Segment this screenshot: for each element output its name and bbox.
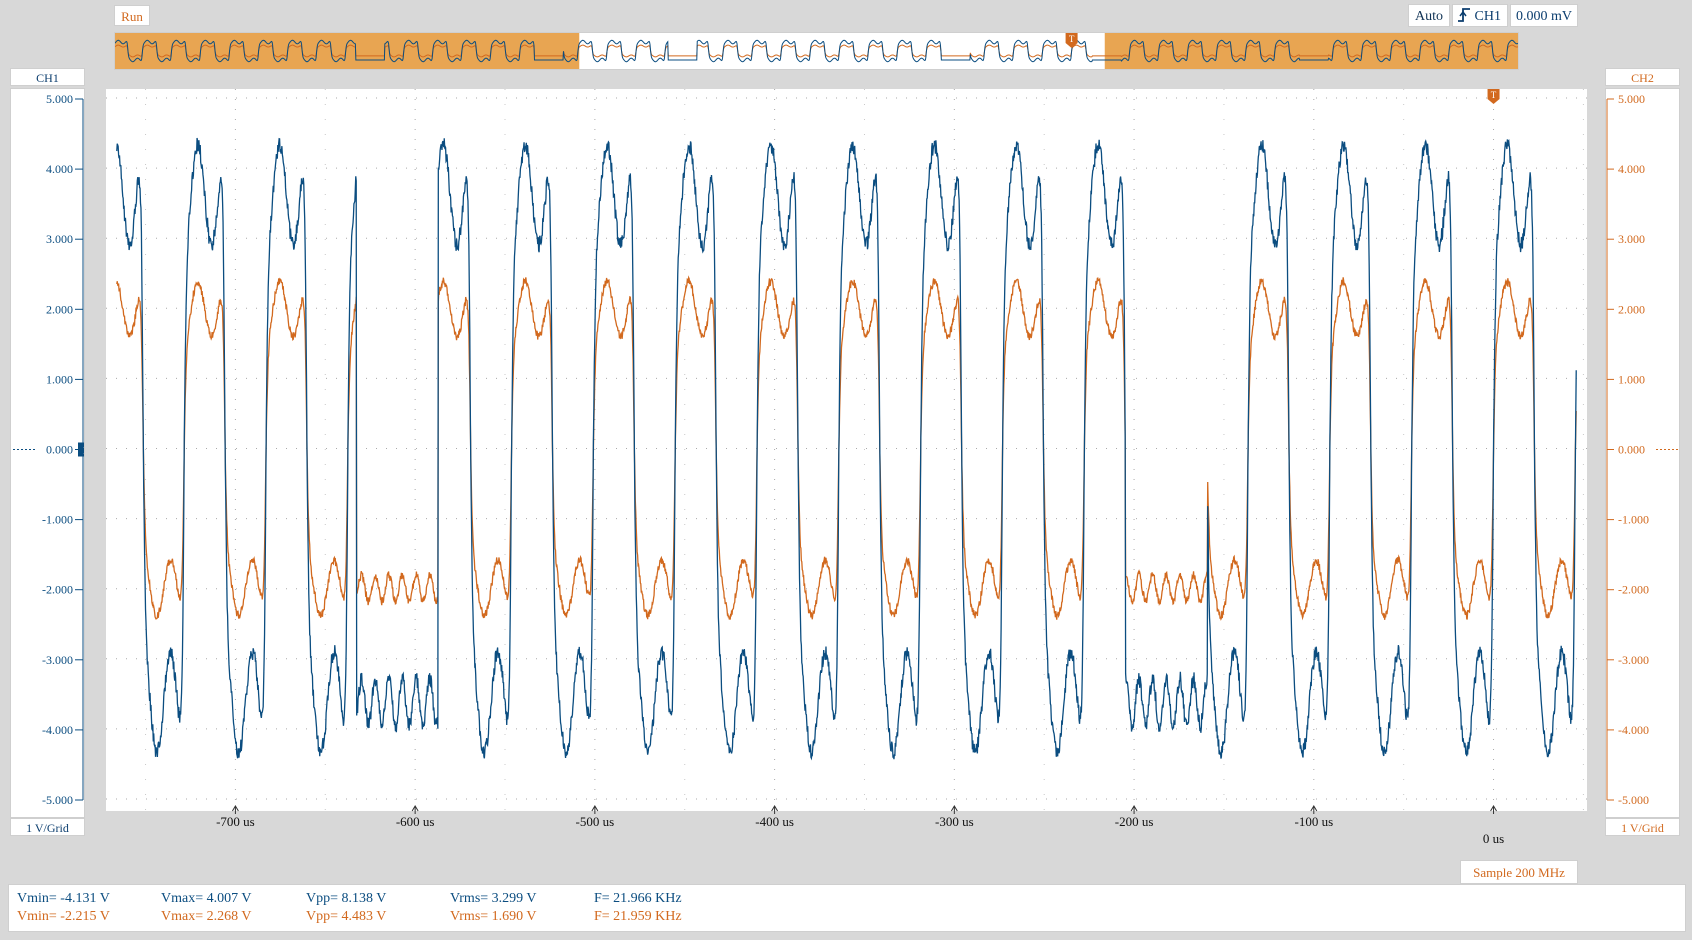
ch1-tick-label: 1.000 [46,372,73,386]
x-tick-mark [1131,806,1137,814]
ch1-tick-label: -2.000 [42,583,73,597]
ch2-vrms: Vrms= 1.690 V [450,909,537,925]
rising-edge-icon [1457,7,1471,23]
ch2-tick-label: 4.000 [1618,162,1645,176]
ch2-vmin: Vmin= -2.215 V [17,909,110,925]
x-tick-label: -700 us [216,814,255,829]
ch1-tick-label: -3.000 [42,653,73,667]
ch1-label[interactable]: CH1 [10,68,85,86]
waveform-overview[interactable]: T [114,32,1519,70]
ch1-ground-marker-icon[interactable]: 1 [78,443,84,457]
x-tick-mark [592,806,598,814]
trigger-mode-button[interactable]: Auto [1408,4,1450,27]
ch1-tick-label: 0.000 [46,443,73,457]
ch2-tick-label: 3.000 [1618,232,1645,246]
x-tick-label: -500 us [576,814,615,829]
sample-rate-label: Sample 200 MHz [1460,860,1578,884]
overview-shade-left [115,33,579,69]
ch2-tick-label: 0.000 [1618,443,1645,457]
ch2-tick-label: -1.000 [1618,513,1649,527]
ch1-vpp: Vpp= 8.138 V [306,891,386,907]
ch1-vmin: Vmin= -4.131 V [17,891,110,907]
ch2-axis-canvas: 5.000 4.000 3.000 2.000 1.000 0.000 -1.000 -2.0… [1606,89,1679,817]
trigger-marker-text: T [1491,90,1497,100]
measurements-panel: Vmin= -4.131 V Vmax= 4.007 V Vpp= 8.138 … [8,884,1686,932]
run-status-button[interactable]: Run [114,5,150,26]
ch1-frequency: F= 21.966 KHz [594,891,682,907]
overview-trigger-marker-icon[interactable]: T [1066,33,1078,48]
grid [106,89,1587,811]
ch2-label[interactable]: CH2 [1605,68,1680,86]
ch1-tick-label: 2.000 [46,302,73,316]
ch2-axis[interactable]: 5.000 4.000 3.000 2.000 1.000 0.000 -1.000 -2.0… [1605,88,1680,818]
ch2-tick-label: -4.000 [1618,723,1649,737]
overview-trigger-marker-text: T [1069,34,1075,44]
ch1-tick-label: 5.000 [46,92,73,106]
trigger-source-button[interactable]: CH1 [1452,4,1508,27]
x-tick-label: -200 us [1115,814,1154,829]
x-tick-mark [1491,806,1497,814]
ch1-tick-label: 3.000 [46,232,73,246]
ch2-vmax: Vmax= 2.268 V [161,909,251,925]
ch2-tick-label: -2.000 [1618,583,1649,597]
ch1-tick-label: 4.000 [46,162,73,176]
overview-shade-right [1105,33,1518,69]
ch2-tick-label: 1.000 [1618,372,1645,386]
x-tick-mark [412,806,418,814]
ch1-axis[interactable]: 5.000 4.000 3.000 2.000 1.000 0.000 -1.000 -2.0… [10,88,85,818]
ch2-frequency: F= 21.959 KHz [594,909,682,925]
ch2-tick-label: 5.000 [1618,92,1645,106]
ch2-tick-label: -3.000 [1618,653,1649,667]
x-tick-label: -400 us [755,814,794,829]
plot-canvas: T [106,89,1587,811]
x-tick-mark [1311,806,1317,814]
trigger-level-field[interactable]: 0.000 mV [1510,4,1578,27]
overview-canvas: T [115,33,1518,69]
ch2-vpp: Vpp= 4.483 V [306,909,386,925]
x-tick-label: -300 us [935,814,974,829]
time-axis: -700 us -600 us -500 us -400 us -300 us -200 … [0,805,1692,855]
ch1-axis-canvas: 5.000 4.000 3.000 2.000 1.000 0.000 -1.000 -2.0… [11,89,84,817]
trigger-source-label: CH1 [1475,9,1501,24]
ch2-tick-label: 2.000 [1618,302,1645,316]
x-tick-mark [951,806,957,814]
ch1-tick-label: -4.000 [42,723,73,737]
ch1-vrms: Vrms= 3.299 V [450,891,537,907]
x-tick-label: -100 us [1294,814,1333,829]
ch1-vmax: Vmax= 4.007 V [161,891,251,907]
waveform-plot[interactable]: T [106,89,1587,811]
x-tick-mark [772,806,778,814]
ch1-tick-label: -1.000 [42,513,73,527]
origin-label: 0 us [1483,831,1504,846]
x-tick-label: -600 us [396,814,435,829]
ch1-ground-marker-text: 1 [83,446,85,457]
x-tick-mark [232,806,238,814]
trigger-marker-icon[interactable]: T [1488,89,1500,104]
